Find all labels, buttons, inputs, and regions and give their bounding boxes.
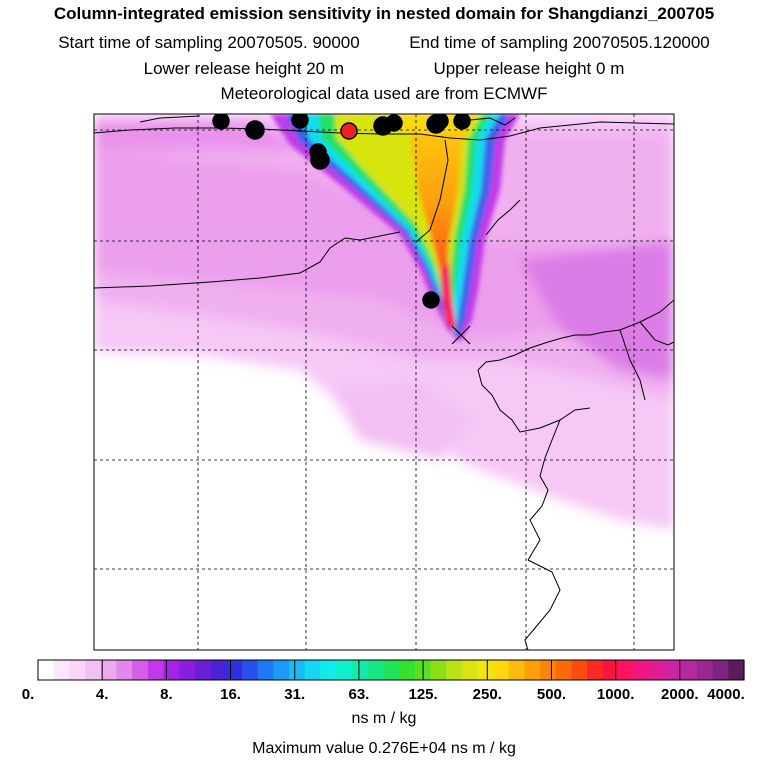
trajectory-point (291, 114, 309, 129)
lower-value: 20 m (306, 59, 344, 78)
colorbar-tick-label: 0. (21, 686, 35, 703)
colorbar-swatch (289, 660, 306, 680)
colorbar-swatch (304, 660, 321, 680)
receptor-marker (451, 325, 471, 345)
colorbar-swatch (257, 660, 274, 680)
trajectory-point-highlight (340, 122, 358, 140)
colorbar (37, 659, 745, 681)
colorbar-tick-label: 63. (348, 686, 370, 703)
sensitivity-background (94, 114, 674, 530)
colorbar-swatch (132, 660, 149, 680)
colorbar-swatch (696, 660, 714, 680)
colorbar-swatch (602, 660, 620, 680)
trajectory-point (385, 114, 403, 132)
colorbar-tick-label: 250. (472, 686, 502, 703)
colorbar-swatch (367, 660, 384, 680)
colorbar-swatch (445, 660, 463, 680)
colorbar-tick-label: 16. (220, 686, 241, 703)
trajectory-point (422, 291, 440, 309)
colorbar-swatch (116, 660, 133, 680)
colorbar-swatch (571, 660, 588, 680)
colorbar-swatch (147, 660, 165, 680)
page-title: Column-integrated emission sensitivity i… (53, 4, 715, 23)
trajectory-point (245, 120, 265, 140)
colorbar-swatch (618, 660, 635, 680)
colorbar-swatch (38, 660, 55, 680)
start-label: Start time of sampling (58, 33, 223, 52)
colorbar-swatch (273, 660, 290, 680)
colorbar-swatch (634, 660, 651, 680)
met-data-note: Meteorological data used are from ECMWF (220, 84, 548, 103)
colorbar-swatch (540, 660, 557, 680)
colorbar-tick-label: 8. (160, 686, 173, 703)
colorbar-swatch (649, 660, 667, 680)
colorbar-swatch (85, 660, 102, 680)
colorbar-swatch (336, 660, 353, 680)
colorbar-tick-label: 2000. (661, 686, 699, 703)
end-value: 20070505.120000 (572, 33, 710, 52)
colorbar-swatch (587, 660, 604, 680)
lat-lon-grid (94, 114, 674, 650)
colorbar-frame (37, 659, 745, 681)
colorbar-swatch (179, 660, 196, 680)
colorbar-swatch (163, 660, 180, 680)
colorbar-swatch (194, 660, 212, 680)
trajectory-point (212, 114, 230, 130)
trajectory-point (453, 114, 471, 130)
maximum-value: Maximum value 0.276E+04 ns m / kg (252, 740, 516, 757)
trajectory-point (431, 114, 449, 130)
colorbar-swatch (241, 660, 259, 680)
colorbar-swatch (351, 660, 369, 680)
colorbar-swatch (226, 660, 243, 680)
trajectory-points (212, 114, 471, 309)
colorbar-swatch (430, 660, 447, 680)
colorbar-swatch (712, 660, 729, 680)
upper-label: Upper release height (433, 59, 592, 78)
colorbar-swatch (508, 660, 525, 680)
colorbar-units: ns m / kg (351, 710, 417, 727)
colorbar-swatch (53, 660, 70, 680)
start-value: 20070505. 90000 (227, 33, 360, 52)
colorbar-tick-label: 500. (536, 686, 567, 703)
map-frame (93, 113, 675, 651)
colorbar-swatch (665, 660, 682, 680)
sampling-times: Start time of sampling 20070505. 90000 E… (0, 33, 768, 53)
colorbar-swatch (69, 660, 86, 680)
colorbar-swatch (681, 660, 698, 680)
colorbar-tick-label: 4000. (707, 686, 745, 703)
colorbar-swatch (100, 660, 118, 680)
upper-value: 0 m (596, 59, 625, 78)
colorbar-swatch (461, 660, 478, 680)
colorbar-swatch (524, 660, 541, 680)
colorbar-swatch (477, 660, 494, 680)
release-heights: Lower release height 20 m Upper release … (0, 59, 768, 79)
colorbar-swatch (210, 660, 227, 680)
colorbar-swatch (398, 660, 416, 680)
colorbar-swatch (555, 660, 573, 680)
colorbar-swatch (492, 660, 510, 680)
map-field (94, 114, 674, 650)
colorbar-tick-label: 1000. (596, 686, 635, 703)
colorbar-swatch (383, 660, 400, 680)
lower-label: Lower release height (143, 59, 302, 78)
trajectory-point (310, 150, 330, 170)
colorbar-tick-label: 31. (284, 686, 306, 703)
colorbar-tick-label: 125. (408, 686, 438, 703)
colorbar-swatch (320, 660, 337, 680)
colorbar-tick-label: 4. (95, 686, 109, 703)
end-label: End time of sampling (409, 33, 568, 52)
colorbar-swatch (728, 660, 745, 680)
